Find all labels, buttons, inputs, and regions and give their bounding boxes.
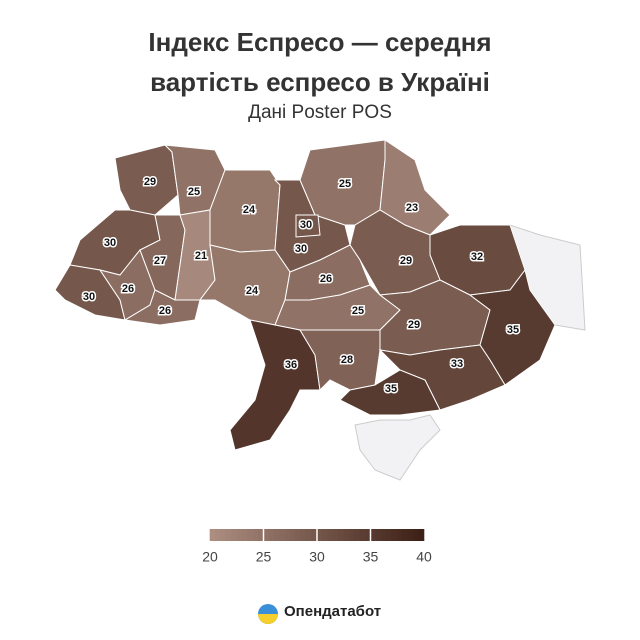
legend-step [215,529,221,541]
title: Індекс Еспресо — середня вартість еспрес… [148,27,492,97]
region-label: 29 [408,319,420,331]
region-label: 25 [352,305,364,317]
region [123,289,201,326]
legend-step [311,529,318,541]
region-label: 23 [406,202,418,214]
legend-step [231,529,238,541]
no-data-region [354,414,441,481]
legend-step [418,529,425,541]
region-label: 26 [122,283,134,295]
legend-tick-label: 40 [416,549,432,565]
region [468,268,556,386]
legend-step [225,529,232,541]
legend-tick-label: 35 [363,549,379,565]
legend-step [252,529,259,541]
region-label: 30 [300,219,312,231]
region-label: 35 [507,324,519,336]
legend-step [284,529,291,541]
legend-step [247,529,254,541]
legend-step [295,529,302,541]
region-label: 25 [339,178,351,190]
region-label: 25 [188,186,200,198]
legend-step [332,529,339,541]
region-label: 29 [144,176,156,188]
region-label: 28 [341,354,353,366]
legend-step [343,529,350,541]
region-label: 21 [195,250,207,262]
region-label: 36 [285,359,297,371]
logo-half [258,614,278,624]
region-label: 35 [385,383,397,395]
legend-step [316,529,323,541]
region-label: 24 [246,285,259,297]
legend-step [220,529,227,541]
legend-step [257,529,264,541]
legend-step [407,529,414,541]
region-label: 30 [104,237,116,249]
legend-step [273,529,280,541]
region [295,214,321,238]
legend-step [359,529,366,541]
region-label: 30 [83,291,95,303]
legend-step [236,529,243,541]
legend-step [375,529,382,541]
legend-tick-label: 30 [309,549,325,565]
legend-step [370,529,377,541]
brand: Опендатабот [284,603,382,620]
legend-tick-label: 25 [256,549,272,565]
legend-step [209,529,216,541]
legend-step [391,529,398,541]
legend-step [386,529,393,541]
legend-step [348,529,355,541]
legend-step [241,529,248,541]
legend-step [327,529,334,541]
legend-tick-label: 20 [202,549,218,565]
legend-step [300,529,307,541]
region-label: 26 [320,273,332,285]
region [339,369,441,416]
region-label: 27 [154,255,166,267]
region-label: 26 [159,305,171,317]
subtitle: Дані Poster POS [248,102,392,123]
region-label: 33 [451,358,463,370]
legend-step [279,529,286,541]
region-label: 29 [400,255,412,267]
legend-step [354,529,361,541]
legend-step [402,529,409,541]
legend-step [364,529,371,541]
legend-step [322,529,328,541]
legend-step [413,529,419,541]
legend-step [263,529,270,541]
legend-step [268,529,275,541]
legend-step [306,529,312,541]
region-label: 30 [295,243,307,255]
region-label: 32 [471,251,483,263]
legend-step [338,529,345,541]
legend-step [396,529,403,541]
region-label: 24 [243,204,256,216]
legend-step [380,529,387,541]
legend-step [289,529,296,541]
